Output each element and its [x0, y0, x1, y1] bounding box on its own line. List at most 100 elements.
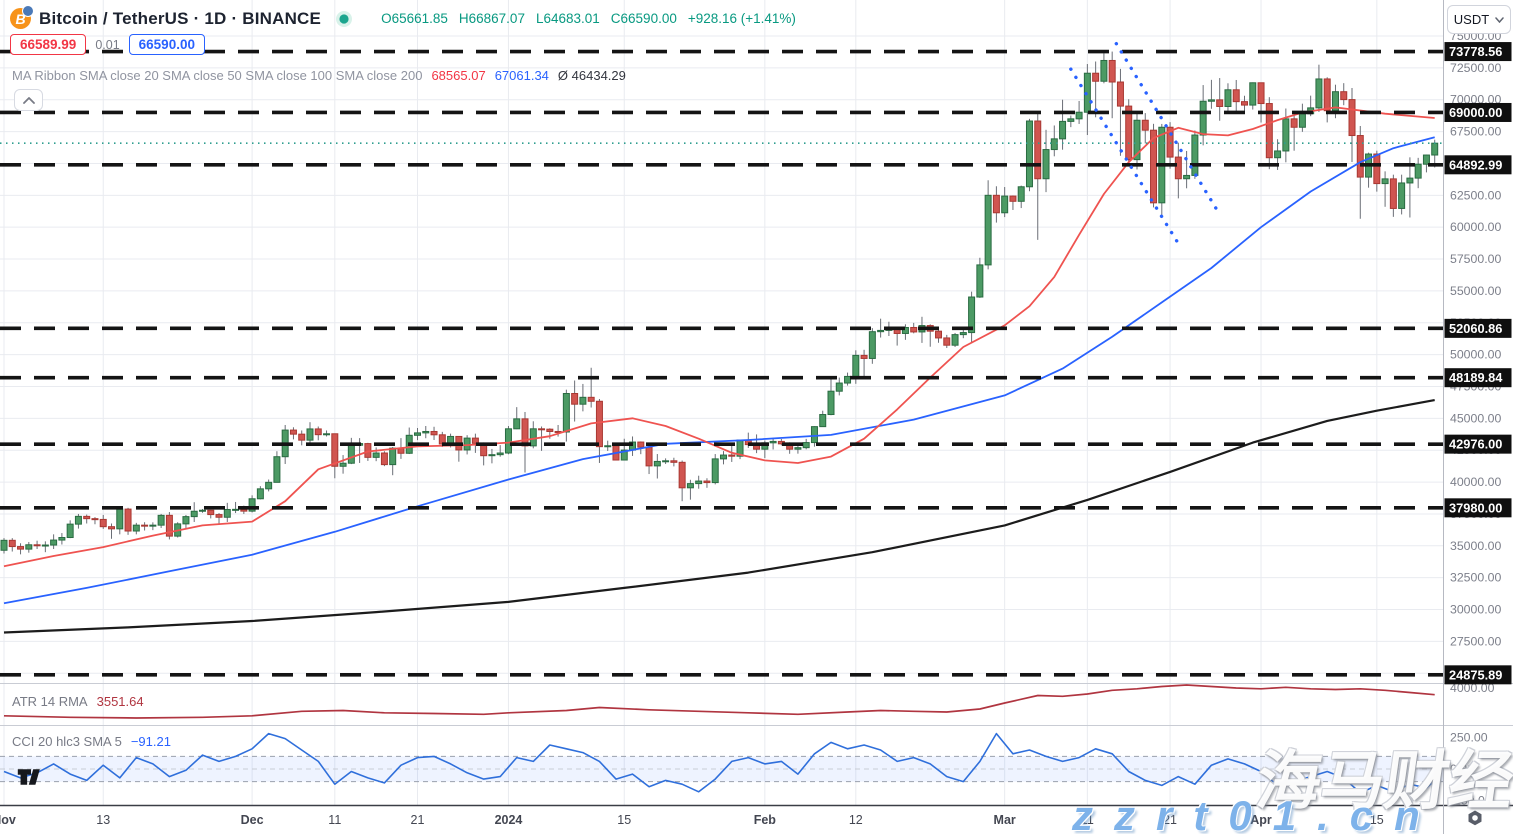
- chevron-down-icon: [1495, 16, 1504, 23]
- candle: [1116, 81, 1124, 107]
- candle: [620, 449, 628, 461]
- candle: [1323, 78, 1331, 112]
- price-level-badge-label: 64892.99: [1449, 157, 1502, 172]
- price-level-badge-label: 42976.00: [1449, 437, 1502, 452]
- candle: [1274, 150, 1282, 159]
- atr-label: ATR 14 RMA: [12, 694, 88, 709]
- quote-row: 66589.99 0.01 66590.00: [10, 34, 205, 55]
- candle: [1232, 89, 1240, 103]
- time-tick-label: 2024: [495, 813, 523, 827]
- collapse-panel-button[interactable]: [14, 89, 43, 111]
- candle: [347, 444, 355, 464]
- atr-tick-label: 4000.00: [1450, 681, 1495, 695]
- candle: [1249, 82, 1257, 106]
- candle: [1100, 59, 1108, 82]
- candle: [1406, 177, 1414, 184]
- time-tick-label: 15: [617, 813, 631, 827]
- price-tick-label: 62500.00: [1450, 188, 1501, 202]
- candle: [901, 326, 909, 334]
- price-level-badge-label: 52060.86: [1449, 321, 1502, 336]
- candle: [339, 462, 347, 467]
- candle: [17, 546, 25, 550]
- candle: [1075, 111, 1083, 120]
- candle: [190, 510, 198, 518]
- time-tick-label: 21: [1163, 813, 1177, 827]
- candle: [25, 544, 33, 550]
- candle: [132, 524, 140, 532]
- candle: [703, 480, 711, 484]
- cci-label: CCI 20 hlc3 SMA 5: [12, 734, 122, 749]
- candle: [124, 508, 132, 532]
- candle: [1183, 174, 1191, 180]
- candle: [165, 514, 173, 537]
- candle: [1241, 101, 1248, 106]
- candle: [1422, 154, 1430, 165]
- candle: [1348, 99, 1356, 137]
- spread-value: 0.01: [95, 37, 120, 52]
- candle: [1191, 134, 1199, 176]
- timezone-settings-button[interactable]: [1466, 809, 1484, 832]
- price-tick-label: 32500.00: [1450, 571, 1501, 585]
- time-axis[interactable]: Nov 13 Dec 11 21 2024 15 Feb 12 Mar 11 21 Apr 15: [0, 813, 1384, 827]
- tradingview-logo[interactable]: [16, 766, 46, 793]
- candle: [1431, 142, 1439, 156]
- time-tick-label: Feb: [754, 813, 777, 827]
- candle: [1282, 118, 1290, 152]
- candle: [91, 518, 99, 521]
- candle: [951, 334, 959, 346]
- candle: [430, 430, 438, 436]
- price-tick-label: 27500.00: [1450, 634, 1501, 648]
- gear-icon: [1468, 810, 1482, 826]
- symbol-header: B Bitcoin / TetherUS · 1D · BINANCE O656…: [10, 5, 796, 29]
- cci-band: [0, 755, 1443, 783]
- candle: [504, 428, 512, 454]
- candle: [83, 515, 91, 520]
- candle: [182, 516, 190, 525]
- time-tick-label: 11: [1081, 813, 1094, 827]
- candle: [579, 396, 587, 405]
- price-tick-label: 67500.00: [1450, 125, 1501, 139]
- candle: [1381, 178, 1389, 185]
- candle: [1298, 113, 1306, 128]
- symbol-title[interactable]: Bitcoin / TetherUS · 1D · BINANCE: [39, 8, 322, 28]
- candle: [1166, 126, 1174, 158]
- cci-legend[interactable]: CCI 20 hlc3 SMA 5 −91.21: [12, 734, 171, 749]
- ask-button[interactable]: 66590.00: [128, 34, 205, 55]
- price-tick-label: 45000.00: [1450, 411, 1501, 425]
- price-axis[interactable]: 75000.0072500.0070000.0067500.0065000.00…: [1444, 0, 1513, 834]
- currency-selector[interactable]: USDT: [1447, 5, 1511, 34]
- price-level-lines[interactable]: [0, 49, 1443, 677]
- price-level-badge: [1444, 665, 1512, 685]
- candle: [844, 375, 852, 384]
- price-level-badge: [1444, 42, 1512, 62]
- candle: [1025, 120, 1033, 188]
- candle: [331, 433, 339, 467]
- candle: [372, 452, 380, 458]
- cci-value: −91.21: [130, 734, 171, 749]
- candle: [910, 326, 918, 333]
- chevron-up-icon: [22, 97, 35, 104]
- atr-legend[interactable]: ATR 14 RMA 3551.64: [12, 694, 144, 709]
- candle: [289, 429, 297, 435]
- candle: [380, 452, 388, 466]
- candle: [521, 418, 529, 447]
- price-tick-label: 35000.00: [1450, 539, 1501, 553]
- candle: [645, 446, 653, 467]
- candle: [562, 392, 570, 433]
- open-value: O65661.85: [381, 11, 448, 26]
- candle: [1067, 118, 1075, 122]
- candle: [595, 400, 603, 448]
- candle: [248, 498, 256, 512]
- trendline: [1069, 67, 1183, 250]
- sma200-line: [3, 399, 1435, 634]
- currency-label: USDT: [1453, 12, 1490, 27]
- bid-button[interactable]: 66589.99: [10, 34, 87, 55]
- atr-value: 3551.64: [96, 694, 144, 709]
- trendlines[interactable]: [1069, 41, 1222, 250]
- candle: [1224, 89, 1232, 107]
- ma-ribbon-legend[interactable]: MA Ribbon SMA close 20 SMA close 50 SMA …: [12, 68, 626, 83]
- candle: [215, 514, 223, 518]
- candle: [1001, 195, 1009, 214]
